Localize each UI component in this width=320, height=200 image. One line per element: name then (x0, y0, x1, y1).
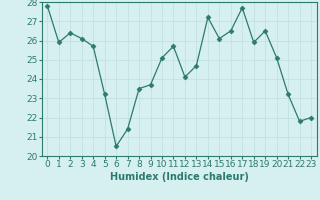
X-axis label: Humidex (Indice chaleur): Humidex (Indice chaleur) (110, 172, 249, 182)
